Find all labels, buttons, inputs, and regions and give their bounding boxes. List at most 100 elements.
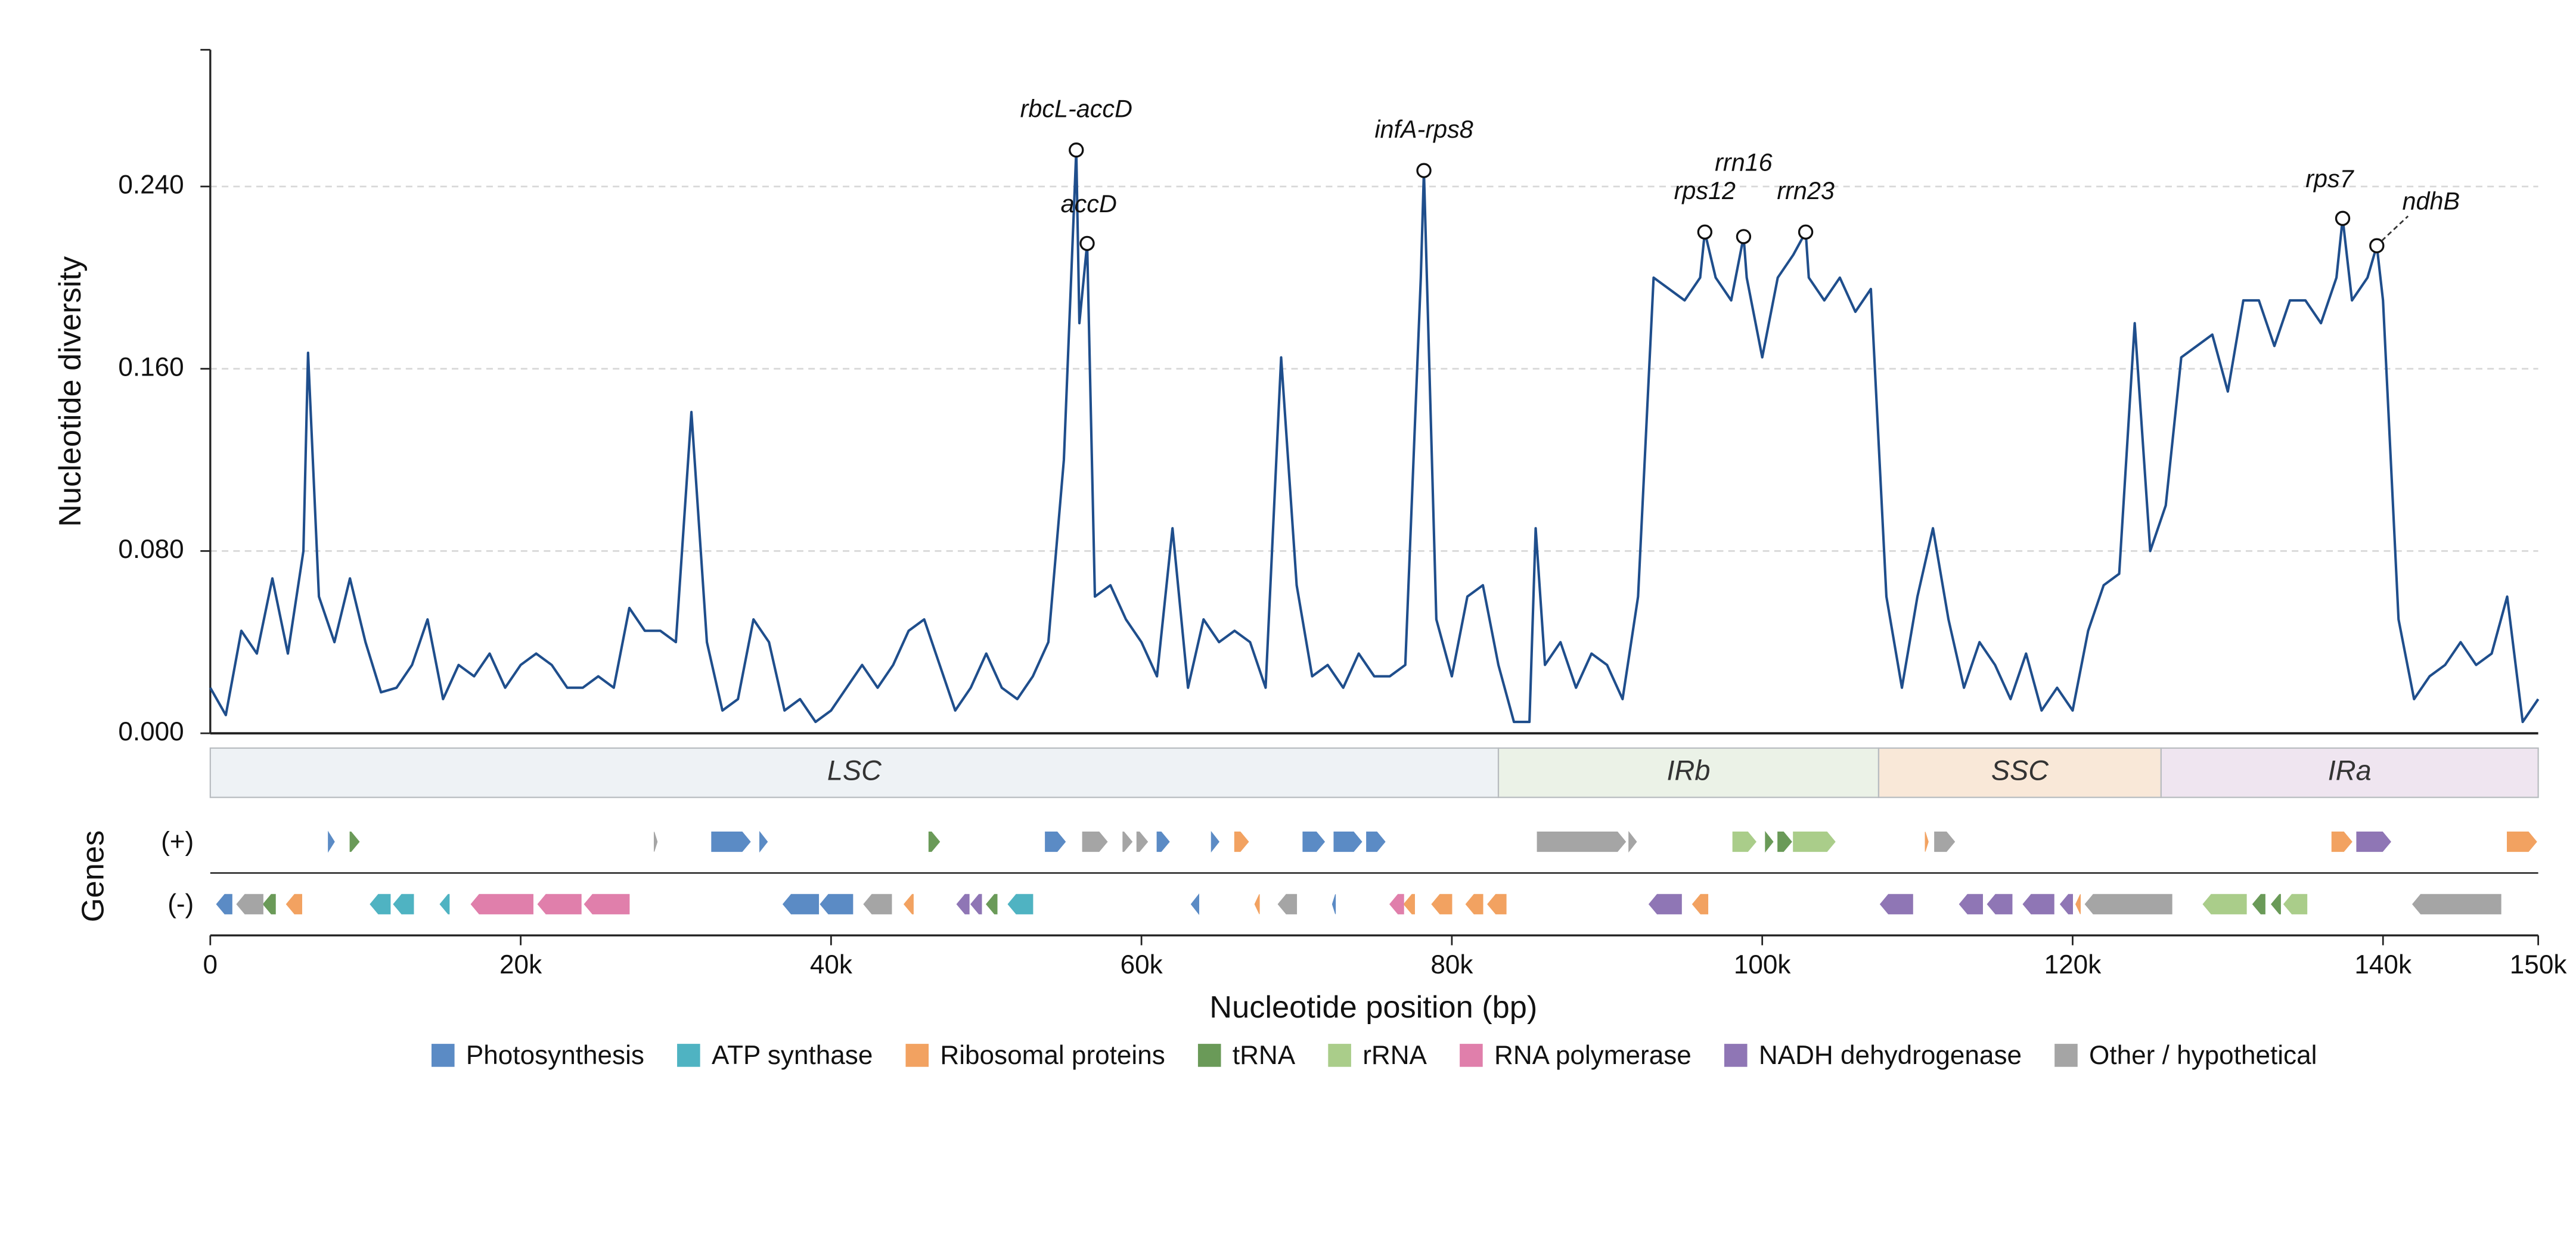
gene bbox=[904, 894, 914, 914]
region-label: SSC bbox=[1991, 755, 2049, 786]
gene bbox=[2084, 894, 2172, 914]
peak-marker bbox=[1697, 224, 1713, 240]
gene bbox=[349, 831, 360, 852]
gene bbox=[1648, 894, 1682, 914]
gene bbox=[1277, 894, 1298, 914]
peak-label: accD bbox=[1061, 190, 1117, 218]
peak-label: rrn23 bbox=[1777, 177, 1834, 204]
gene bbox=[236, 894, 263, 914]
gene bbox=[2356, 831, 2391, 852]
gene bbox=[1777, 831, 1792, 852]
legend-item: NADH dehydrogenase bbox=[1724, 1041, 2022, 1070]
legend-item: RNA polymerase bbox=[1460, 1041, 1692, 1070]
legend-swatch bbox=[1460, 1044, 1483, 1067]
gene bbox=[2331, 831, 2352, 852]
legend-swatch bbox=[1724, 1044, 1748, 1067]
x-tick-label: 0 bbox=[203, 950, 218, 979]
x-tick-label: 140k bbox=[2354, 950, 2412, 979]
peak-marker bbox=[1416, 163, 1432, 178]
y-tick-label: 0.160 bbox=[118, 352, 184, 382]
gene bbox=[1732, 831, 1756, 852]
y-tick-label: 0.000 bbox=[118, 717, 184, 746]
gene bbox=[439, 894, 450, 914]
gene bbox=[863, 894, 892, 914]
gene bbox=[2271, 894, 2281, 914]
gene bbox=[1045, 831, 1066, 852]
gene bbox=[2411, 894, 2501, 914]
gene bbox=[782, 894, 820, 914]
legend-swatch bbox=[1328, 1044, 1351, 1067]
genes-label: Genes bbox=[76, 830, 111, 922]
gene bbox=[2252, 894, 2265, 914]
gene bbox=[759, 830, 768, 853]
peak-marker bbox=[1736, 229, 1752, 244]
gene bbox=[1925, 832, 1929, 852]
gene bbox=[1190, 893, 1200, 915]
gene bbox=[928, 831, 941, 852]
x-tick-label: 20k bbox=[499, 950, 542, 979]
legend-label: Other / hypothetical bbox=[2089, 1041, 2317, 1070]
gene bbox=[1431, 894, 1453, 914]
y-tick-label: 0.240 bbox=[118, 170, 184, 199]
legend-swatch bbox=[905, 1044, 929, 1067]
peak-marker bbox=[1079, 235, 1095, 252]
gene bbox=[1211, 830, 1220, 853]
legend-item: rRNA bbox=[1328, 1041, 1427, 1070]
legend-label: tRNA bbox=[1233, 1041, 1296, 1070]
gene bbox=[1537, 831, 1627, 852]
legend-label: Photosynthesis bbox=[466, 1041, 644, 1070]
peak-label: rps7 bbox=[2305, 165, 2354, 193]
gene bbox=[393, 894, 414, 914]
gene bbox=[285, 894, 302, 914]
x-tick-label: 100k bbox=[1734, 950, 1792, 979]
region-label: IRa bbox=[2328, 755, 2372, 786]
x-tick-label: 80k bbox=[1430, 950, 1473, 979]
gene bbox=[1136, 831, 1149, 852]
gene bbox=[1366, 831, 1386, 852]
gene bbox=[711, 831, 751, 852]
legend-label: rRNA bbox=[1363, 1041, 1427, 1070]
gene bbox=[1692, 894, 1709, 914]
gene bbox=[1959, 894, 1983, 914]
gene bbox=[1302, 831, 1326, 852]
gene bbox=[584, 894, 630, 914]
y-tick-label: 0.080 bbox=[118, 535, 184, 564]
leader-line bbox=[2381, 215, 2409, 241]
peak-label: ndhB bbox=[2402, 187, 2460, 215]
legend-label: ATP synthase bbox=[712, 1041, 873, 1070]
peak-marker bbox=[1798, 224, 1814, 240]
gene bbox=[537, 894, 582, 914]
region bbox=[2160, 747, 2539, 798]
gene bbox=[1156, 831, 1170, 852]
peak-label: rps12 bbox=[1674, 177, 1736, 204]
legend-item: ATP synthase bbox=[677, 1041, 873, 1070]
x-tick-label: 40k bbox=[810, 950, 853, 979]
legend-label: NADH dehydrogenase bbox=[1759, 1041, 2022, 1070]
peak-label: rbcL-accD bbox=[1020, 95, 1132, 122]
x-axis-title: Nucleotide position (bp) bbox=[1209, 990, 1537, 1025]
region-label: LSC bbox=[827, 755, 882, 786]
gene bbox=[470, 894, 533, 914]
legend-item: Photosynthesis bbox=[432, 1041, 644, 1070]
gene bbox=[2202, 894, 2247, 914]
legend-swatch bbox=[432, 1044, 455, 1067]
gene bbox=[328, 830, 335, 853]
gene bbox=[1403, 894, 1415, 914]
x-tick-label: 120k bbox=[2044, 950, 2102, 979]
legend-item: Ribosomal proteins bbox=[905, 1041, 1165, 1070]
gene bbox=[1389, 894, 1404, 914]
peak-label: infA-rps8 bbox=[1374, 116, 1473, 143]
x-tick-label: 150k bbox=[2510, 950, 2568, 979]
legend-item: Other / hypothetical bbox=[2054, 1041, 2317, 1070]
gene bbox=[970, 894, 982, 914]
gene bbox=[1987, 894, 2013, 914]
gene bbox=[1628, 830, 1637, 853]
minus-strand-label: (-) bbox=[167, 889, 194, 919]
gene bbox=[216, 894, 232, 914]
gene bbox=[2075, 894, 2081, 914]
gene bbox=[1934, 831, 1956, 852]
gene bbox=[653, 832, 658, 852]
peak-marker bbox=[2335, 210, 2351, 227]
y-axis-title: Nucleotide diversity bbox=[53, 256, 88, 527]
region bbox=[1497, 747, 1880, 798]
